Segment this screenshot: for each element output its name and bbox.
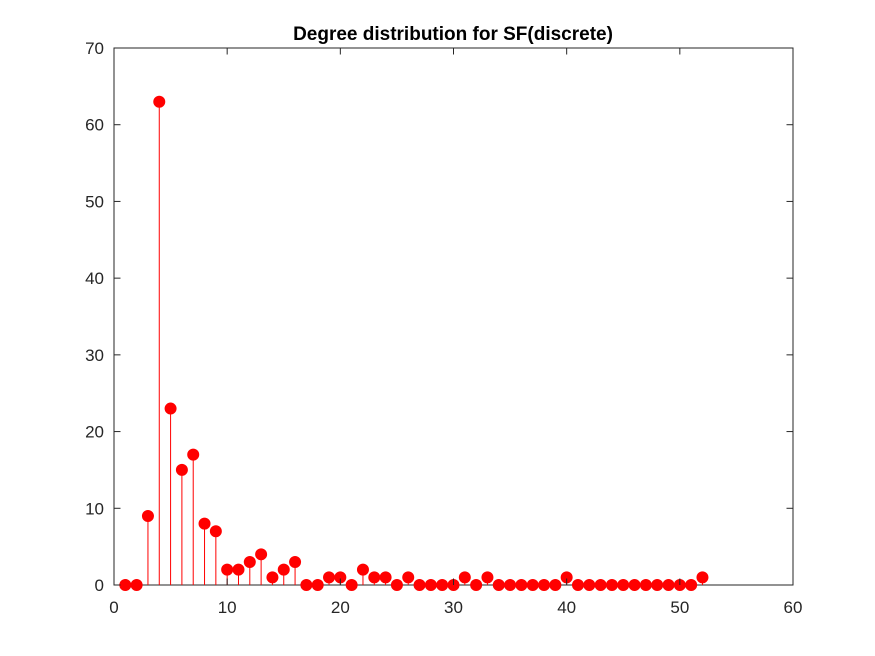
data-point: [639, 579, 652, 591]
data-point: [628, 579, 641, 591]
data-point: [390, 579, 403, 591]
data-point: [368, 571, 381, 584]
data-point: [221, 563, 234, 576]
data-point: [266, 571, 279, 584]
x-tick-label: 20: [331, 598, 350, 617]
axes-frame: [113, 47, 794, 586]
axis-ticks: 0 10 20 30 40 50 60 0 10 20 30 40 50 60 70: [85, 39, 802, 617]
data-point: [300, 579, 313, 591]
data-point: [232, 563, 245, 576]
data-point: [436, 579, 449, 591]
x-tick-label: 60: [784, 598, 803, 617]
data-point: [175, 463, 188, 476]
data-point: [243, 555, 256, 568]
data-point: [413, 579, 426, 591]
data-point: [402, 571, 415, 584]
data-point: [515, 579, 528, 591]
data-point: [164, 402, 177, 415]
data-point: [345, 579, 358, 591]
data-point: [356, 563, 369, 576]
data-point: [504, 579, 517, 591]
data-point: [696, 571, 709, 584]
y-tick-label: 10: [85, 499, 104, 518]
data-point: [651, 579, 664, 591]
stem-series: [147, 101, 703, 585]
x-tick-label: 40: [557, 598, 576, 617]
data-point: [458, 571, 471, 584]
data-point: [289, 555, 302, 568]
x-tick-label: 10: [218, 598, 237, 617]
data-point: [470, 579, 483, 591]
y-tick-label: 30: [85, 346, 104, 365]
data-point: [538, 579, 551, 591]
data-point: [130, 579, 143, 591]
data-point: [187, 448, 200, 461]
x-tick-label: 50: [670, 598, 689, 617]
y-tick-label: 50: [85, 192, 104, 211]
y-tick-label: 70: [85, 39, 104, 58]
y-tick-label: 20: [85, 423, 104, 442]
plot-axes: [113, 47, 794, 586]
marker-series: [119, 95, 709, 591]
data-point: [141, 509, 154, 522]
y-tick-label: 40: [85, 269, 104, 288]
data-point: [571, 579, 584, 591]
data-point: [255, 548, 268, 561]
x-tick-label: 0: [109, 598, 118, 617]
data-point: [209, 525, 222, 538]
y-tick-label: 60: [85, 116, 104, 135]
data-point: [119, 579, 132, 591]
data-point: [198, 517, 211, 530]
x-tick-label: 30: [444, 598, 463, 617]
data-point: [549, 579, 562, 591]
data-point: [492, 579, 505, 591]
data-point: [526, 579, 539, 591]
data-point: [583, 579, 596, 591]
data-point: [277, 563, 290, 576]
data-point: [594, 579, 607, 591]
data-point: [323, 571, 336, 584]
data-point: [481, 571, 494, 584]
chart-title: Degree distribution for SF(discrete): [293, 24, 613, 45]
data-point: [153, 95, 166, 108]
data-point: [424, 579, 437, 591]
y-tick-label: 0: [95, 576, 104, 595]
data-point: [685, 579, 698, 591]
data-point: [662, 579, 675, 591]
data-point: [379, 571, 392, 584]
data-point: [617, 579, 630, 591]
data-point: [605, 579, 618, 591]
data-point: [311, 579, 324, 591]
